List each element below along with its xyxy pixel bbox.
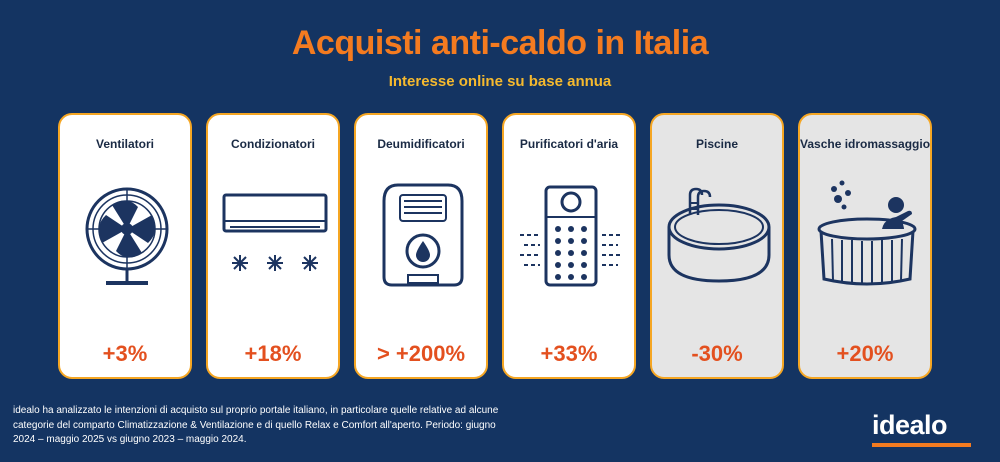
- card-deumidificatori: Deumidificatori > +200%: [354, 113, 488, 379]
- card-vasche: Vasche idromassaggio +20%: [798, 113, 932, 379]
- card-label: Vasche idromassaggio: [800, 137, 931, 151]
- card-value: > +200%: [376, 341, 466, 366]
- fan-icon: [85, 187, 169, 285]
- hot-tub-icon: [817, 180, 917, 286]
- idealo-logo: idealo: [872, 410, 948, 440]
- card-value: +20%: [836, 341, 894, 366]
- air-conditioner-icon: [222, 193, 328, 271]
- card-label: Condizionatori: [231, 137, 315, 151]
- page-title: Acquisti anti-caldo in Italia: [291, 24, 709, 62]
- card-value: +18%: [244, 341, 302, 366]
- footnote: idealo ha analizzato le intenzioni di ac…: [13, 405, 499, 445]
- card-ventilatori: Ventilatori +3%: [58, 113, 192, 379]
- card-value: +3%: [102, 341, 148, 366]
- logo-underline: [872, 443, 971, 447]
- card-value: +33%: [540, 341, 598, 366]
- card-condizionatori: Condizionatori: [206, 113, 340, 379]
- card-piscine: Piscine -30%: [650, 113, 784, 379]
- card-label: Piscine: [695, 137, 739, 151]
- air-purifier-icon: [520, 185, 622, 287]
- card-label: Ventilatori: [95, 137, 154, 151]
- category-cards: Ventilatori +3% Condizionatori: [58, 113, 948, 383]
- dehumidifier-icon: [382, 183, 464, 287]
- card-purificatori: Purificatori d'aria +33%: [502, 113, 636, 379]
- card-label: Purificatori d'aria: [519, 137, 619, 151]
- pool-icon: [667, 187, 771, 283]
- page-subtitle: Interesse online su base annua: [388, 73, 612, 90]
- card-value: -30%: [691, 341, 743, 366]
- card-label: Deumidificatori: [377, 137, 465, 151]
